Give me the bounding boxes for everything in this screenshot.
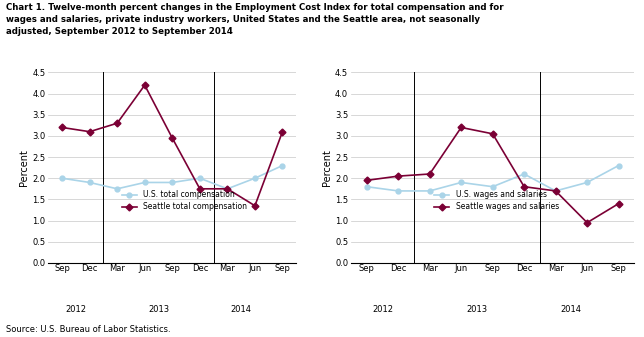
U.S. wages and salaries	[457, 180, 465, 184]
Text: 2014: 2014	[561, 305, 582, 314]
U.S. total compensation	[113, 187, 121, 191]
U.S. total compensation	[279, 163, 287, 167]
Line: Seattle total compensation: Seattle total compensation	[60, 83, 285, 208]
U.S. wages and salaries	[363, 185, 370, 189]
Legend: U.S. total compensation, Seattle total compensation: U.S. total compensation, Seattle total c…	[122, 190, 247, 211]
Seattle wages and salaries	[520, 185, 528, 189]
Line: U.S. wages and salaries: U.S. wages and salaries	[365, 163, 621, 193]
Text: Chart 1. Twelve-month percent changes in the Employment Cost Index for total com: Chart 1. Twelve-month percent changes in…	[6, 3, 504, 36]
U.S. wages and salaries	[520, 172, 528, 176]
Line: U.S. total compensation: U.S. total compensation	[60, 163, 285, 191]
U.S. wages and salaries	[552, 189, 560, 193]
U.S. total compensation	[141, 180, 149, 184]
Y-axis label: Percent: Percent	[19, 149, 30, 186]
Text: 2013: 2013	[466, 305, 488, 314]
U.S. wages and salaries	[583, 180, 591, 184]
U.S. total compensation	[196, 176, 204, 180]
Text: 2012: 2012	[65, 305, 86, 314]
U.S. wages and salaries	[489, 185, 497, 189]
Seattle total compensation	[168, 136, 176, 140]
Seattle total compensation	[58, 125, 66, 129]
Line: Seattle wages and salaries: Seattle wages and salaries	[365, 125, 621, 225]
Seattle total compensation	[196, 187, 204, 191]
Seattle wages and salaries	[457, 125, 465, 129]
U.S. wages and salaries	[426, 189, 433, 193]
Seattle total compensation	[86, 130, 93, 134]
Seattle total compensation	[223, 187, 231, 191]
Text: 2013: 2013	[148, 305, 169, 314]
Seattle wages and salaries	[363, 178, 370, 182]
U.S. total compensation	[168, 180, 176, 184]
U.S. total compensation	[251, 176, 259, 180]
Text: 2012: 2012	[372, 305, 393, 314]
Seattle wages and salaries	[394, 174, 402, 178]
Seattle wages and salaries	[426, 172, 433, 176]
U.S. wages and salaries	[615, 163, 623, 167]
Seattle wages and salaries	[552, 189, 560, 193]
Y-axis label: Percent: Percent	[322, 149, 332, 186]
Seattle wages and salaries	[615, 202, 623, 206]
Seattle wages and salaries	[489, 132, 497, 136]
Seattle total compensation	[141, 83, 149, 87]
Seattle total compensation	[251, 204, 259, 208]
U.S. wages and salaries	[394, 189, 402, 193]
U.S. total compensation	[58, 176, 66, 180]
Seattle total compensation	[113, 121, 121, 125]
U.S. total compensation	[223, 187, 231, 191]
U.S. total compensation	[86, 180, 93, 184]
Legend: U.S. wages and salaries, Seattle wages and salaries: U.S. wages and salaries, Seattle wages a…	[434, 190, 559, 211]
Seattle wages and salaries	[583, 221, 591, 225]
Seattle total compensation	[279, 130, 287, 134]
Text: 2014: 2014	[231, 305, 252, 314]
Text: Source: U.S. Bureau of Labor Statistics.: Source: U.S. Bureau of Labor Statistics.	[6, 325, 171, 334]
